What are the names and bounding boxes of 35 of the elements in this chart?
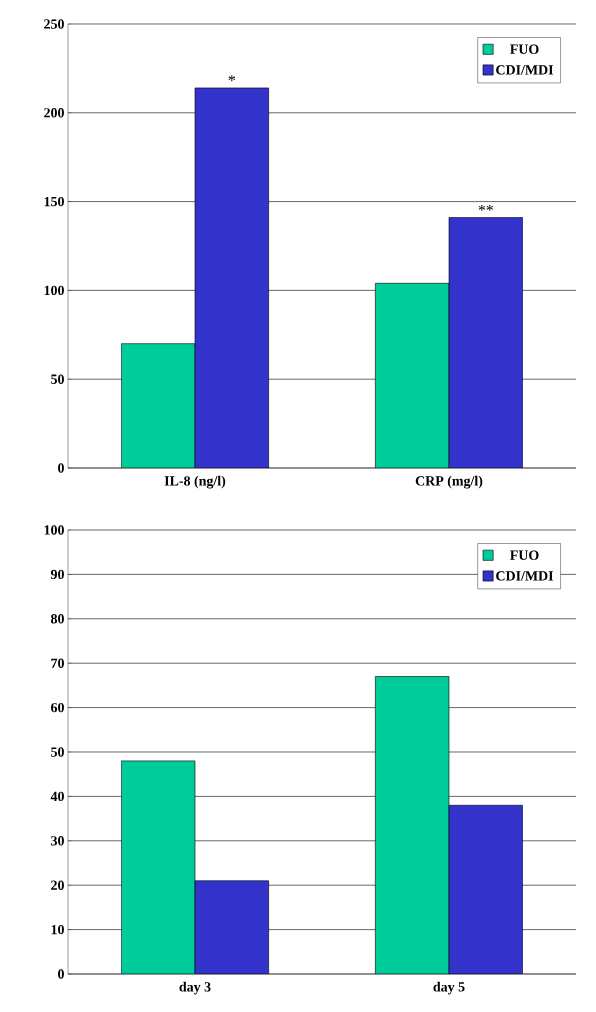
y-tick-label: 50: [51, 374, 64, 384]
bar: [375, 676, 450, 974]
bar: [121, 760, 196, 974]
y-tick-label: 0: [58, 463, 64, 473]
legend-label: CDI/MDI: [496, 571, 554, 581]
bar: [448, 217, 523, 468]
y-tick-label: 40: [50, 791, 64, 802]
y-tick-label: 70: [51, 658, 64, 668]
y-tick-label: 200: [44, 108, 64, 118]
bar: [121, 343, 196, 468]
y-tick-label: 50: [51, 747, 64, 757]
y-tick-label: 250: [44, 19, 64, 29]
y-tick-label: 10: [51, 924, 64, 935]
y-tick-label: 0: [58, 969, 64, 979]
bar: [375, 282, 450, 468]
x-tick-label: day 3: [179, 981, 211, 995]
legend-label: FUO: [510, 44, 539, 54]
y-tick-label: 150: [44, 196, 64, 207]
x-tick-label: IL-8 (ng/l): [164, 475, 226, 489]
bar: [194, 87, 269, 468]
y-tick-label: 80: [51, 614, 64, 624]
bar: [448, 804, 523, 974]
annotation: *: [228, 75, 236, 82]
annotation: **: [478, 204, 494, 211]
y-tick-label: 90: [50, 569, 64, 580]
y-tick-label: 60: [51, 702, 64, 713]
y-tick-label: 20: [51, 880, 64, 890]
x-tick-label: CRP (mg/l): [415, 475, 483, 489]
y-tick-label: 30: [51, 836, 64, 846]
bar: [194, 880, 269, 974]
legend-label: CDI/MDI: [496, 65, 554, 75]
legend-label: FUO: [510, 550, 539, 560]
y-tick-label: 100: [44, 285, 64, 296]
y-tick-label: 100: [44, 525, 64, 535]
x-tick-label: day 5: [433, 981, 465, 995]
